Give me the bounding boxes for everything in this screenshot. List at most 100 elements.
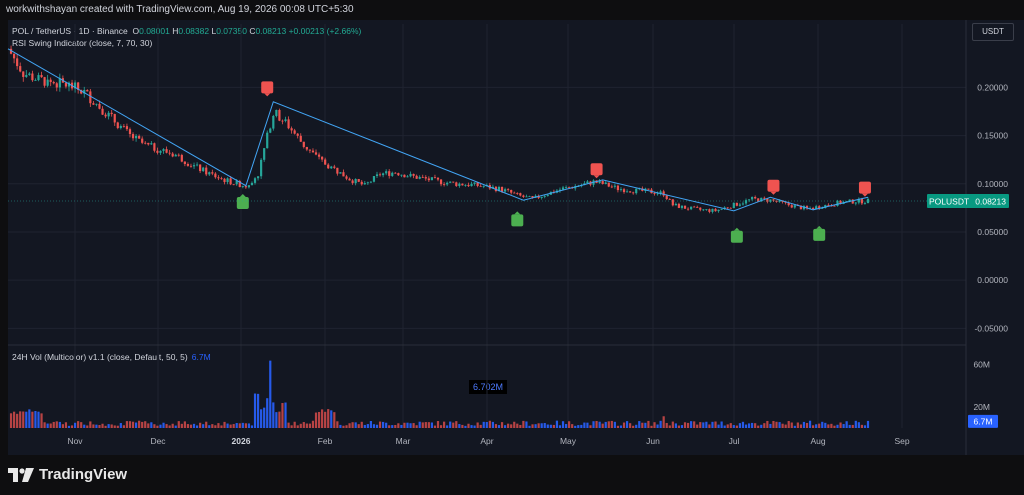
candle (564, 187, 568, 188)
x-tick-label: Jun (646, 436, 660, 446)
x-tick-label: 2026 (232, 436, 251, 446)
candle (690, 206, 693, 210)
swing-low-marker (730, 230, 743, 243)
brand-name: TradingView (39, 466, 128, 483)
volume-bar (375, 424, 379, 428)
volume-bar (311, 420, 315, 428)
candle (452, 181, 455, 183)
candle (735, 202, 738, 206)
volume-bar (540, 423, 543, 428)
candle (110, 112, 113, 115)
volume-bar (43, 422, 46, 428)
candle (674, 203, 677, 206)
volume-bar (134, 422, 138, 428)
candle (699, 207, 702, 210)
swing-low-marker (236, 197, 249, 210)
volume-bar (708, 424, 711, 428)
volume-bar (427, 422, 430, 428)
candle (345, 176, 348, 179)
volume-bar (442, 421, 446, 428)
candle (836, 200, 839, 206)
volume-bar (668, 425, 671, 428)
volume-bar (824, 422, 827, 428)
candle (263, 148, 266, 160)
volume-bar (238, 423, 241, 428)
volume-bar (818, 423, 821, 428)
candle (503, 189, 507, 192)
candle (528, 196, 531, 197)
candle (31, 73, 34, 81)
volume-bar (671, 421, 674, 428)
candle (543, 195, 546, 197)
volume-bar (40, 413, 43, 428)
volume-bar (446, 425, 449, 428)
candle (741, 203, 745, 205)
volume-bar (302, 422, 305, 428)
candle (165, 149, 168, 153)
candle (616, 185, 620, 191)
candle (632, 192, 635, 194)
volume-bar (848, 424, 851, 428)
symbol-label[interactable]: POL / TetherUS · 1D · Binance (12, 26, 128, 36)
candle (324, 159, 327, 165)
volume-legend[interactable]: 24H Vol (Multicolor) v1.1 (close, Defaul… (12, 352, 211, 362)
candle (729, 207, 732, 209)
volume-bar (577, 425, 580, 428)
volume-bar (192, 423, 196, 428)
candle (382, 173, 385, 176)
candle (299, 135, 302, 142)
volume-bar (397, 423, 400, 428)
currency-button[interactable]: USDT (972, 23, 1014, 41)
candle (763, 197, 766, 199)
candle (406, 176, 409, 178)
volume-bar (229, 424, 232, 428)
high-value: 0.08382 (178, 26, 210, 36)
candle (43, 77, 46, 86)
volume-bar (244, 423, 247, 428)
volume-bar (741, 421, 745, 428)
volume-bar (299, 423, 302, 428)
candle (107, 112, 110, 117)
candle (659, 191, 662, 194)
volume-bar (757, 425, 760, 428)
candle (238, 181, 241, 187)
volume-bar (174, 425, 177, 428)
indicator-legend[interactable]: RSI Swing Indicator (close, 7, 70, 30) (12, 38, 153, 48)
volume-bar (607, 421, 610, 428)
candle (424, 177, 427, 179)
candle (317, 154, 321, 157)
volume-bar (735, 425, 738, 428)
volume-bar (52, 421, 55, 428)
y-tick-label: 0.15000 (977, 131, 1008, 141)
volume-bar (863, 425, 867, 428)
volume-bar (793, 425, 796, 428)
candle (311, 150, 315, 153)
volume-bar (275, 412, 278, 428)
candle (80, 89, 83, 94)
volume-bar (70, 425, 74, 428)
candle (427, 178, 430, 181)
candle (275, 109, 278, 116)
volume-bar (321, 409, 324, 428)
volume-bar (25, 411, 28, 428)
candle (101, 108, 104, 115)
volume-bar (159, 424, 162, 428)
volume-bar (470, 425, 473, 428)
volume-bar (214, 425, 217, 428)
tradingview-logo[interactable]: TradingView (8, 466, 127, 483)
candle (119, 125, 122, 129)
volume-bar (568, 421, 571, 428)
candle (202, 167, 205, 172)
volume-bar (561, 421, 565, 428)
volume-bar (571, 424, 574, 428)
volume-bar (232, 424, 235, 428)
volume-bar (690, 421, 693, 428)
candle (171, 153, 174, 157)
swing-low-marker (813, 228, 826, 241)
volume-bar (500, 422, 504, 428)
candle (162, 149, 165, 151)
volume-bar (711, 421, 714, 428)
candle (647, 188, 650, 190)
candle (134, 135, 138, 139)
